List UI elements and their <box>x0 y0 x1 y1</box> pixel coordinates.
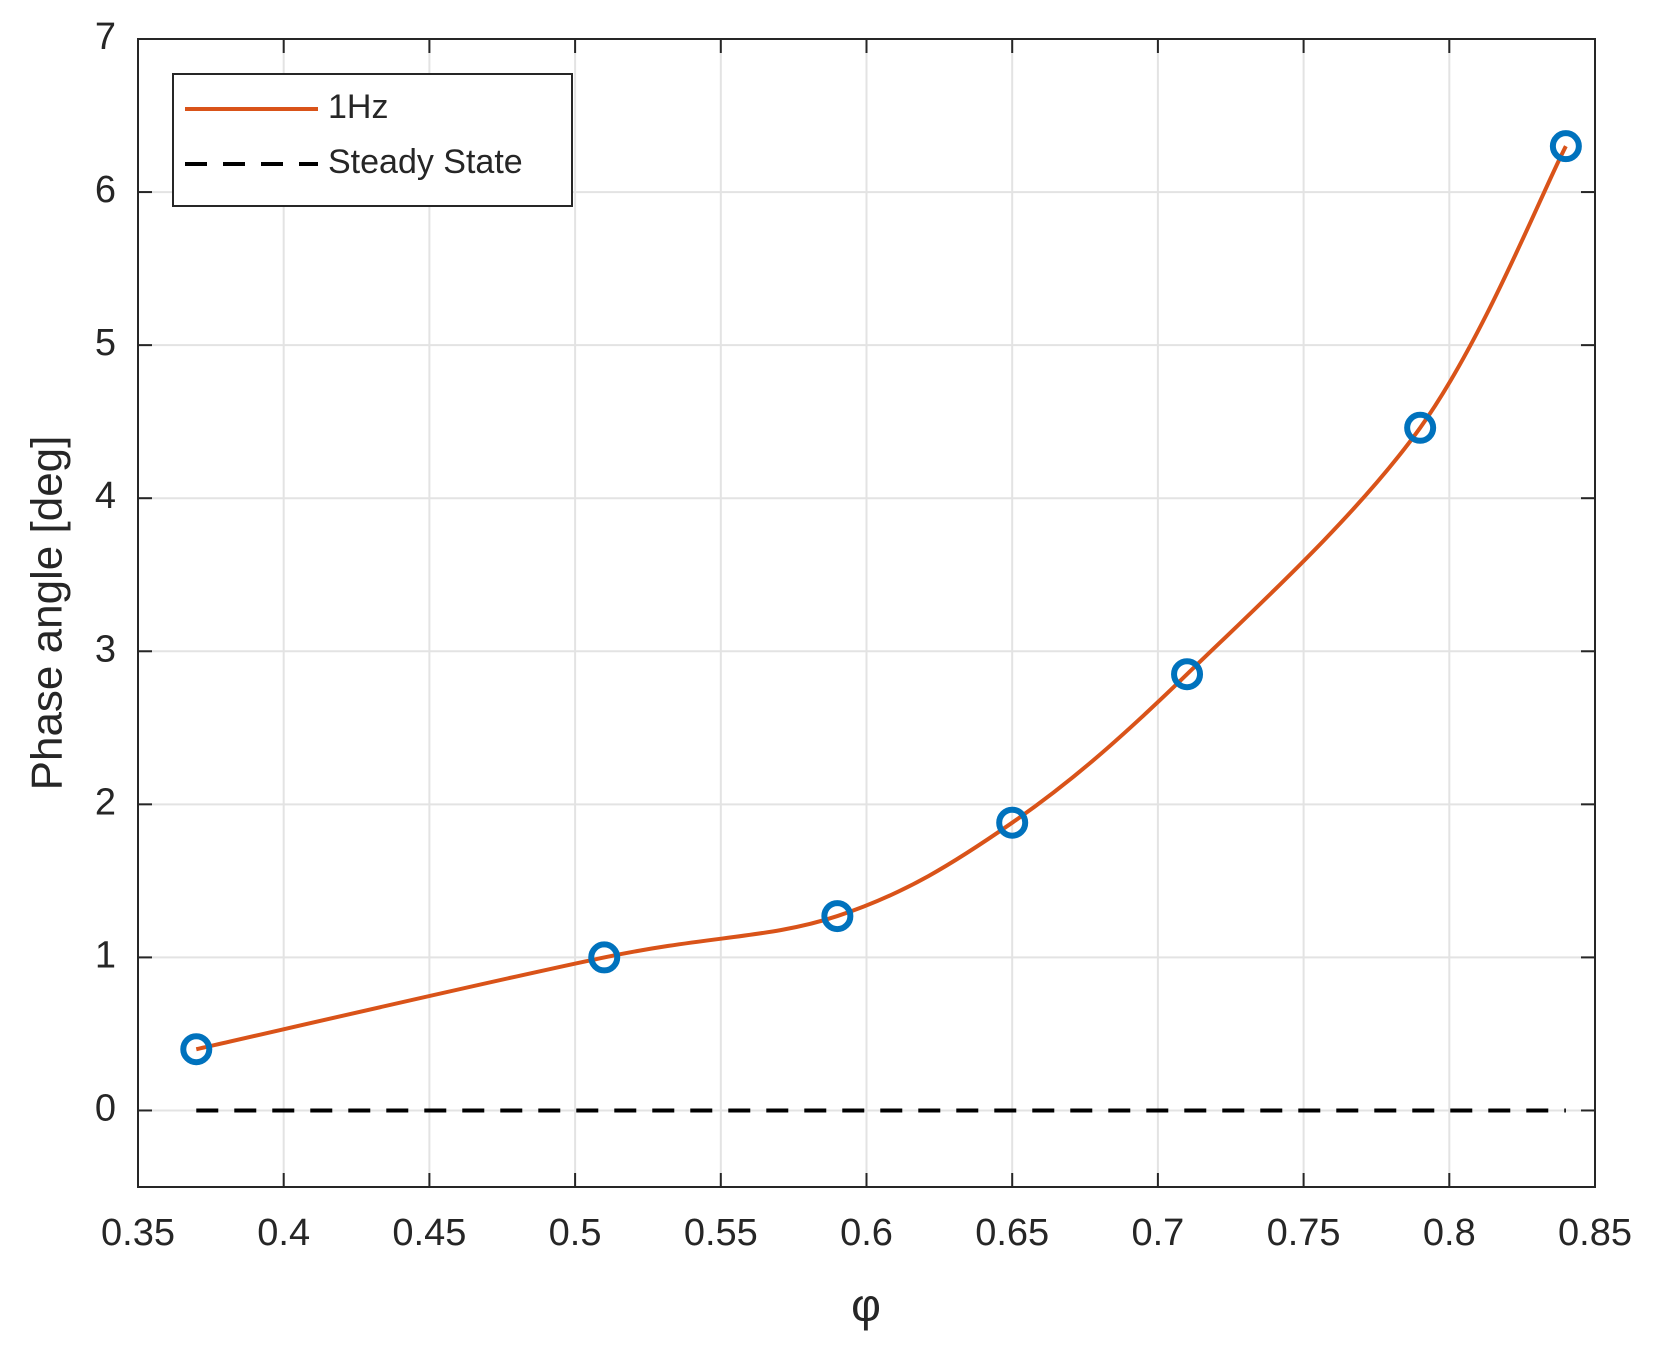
y-tick-label: 3 <box>95 628 116 670</box>
y-tick-label: 2 <box>95 781 116 823</box>
marker <box>1171 658 1204 691</box>
y-tick-label: 5 <box>95 322 116 364</box>
x-tick-label: 0.55 <box>684 1212 758 1254</box>
y-tick-label: 1 <box>95 934 116 976</box>
y-tick-label: 0 <box>95 1087 116 1129</box>
series-line <box>195 145 1568 1052</box>
x-axis-label: φ <box>851 1279 881 1331</box>
x-tick-label: 0.6 <box>840 1212 893 1254</box>
marker <box>1404 411 1437 444</box>
y-axis-label: Phase angle [deg] <box>23 436 72 791</box>
y-tick-label: 7 <box>95 16 116 58</box>
x-tick-label: 0.8 <box>1423 1212 1476 1254</box>
x-tick-label: 0.85 <box>1558 1212 1632 1254</box>
x-tick-label: 0.65 <box>975 1212 1049 1254</box>
y-tick-label: 6 <box>95 169 116 211</box>
x-tick-label: 0.45 <box>392 1212 466 1254</box>
marker <box>588 941 621 974</box>
y-tick-label: 4 <box>95 475 116 517</box>
marker <box>1549 130 1582 163</box>
x-tick-label: 0.5 <box>549 1212 602 1254</box>
marker <box>996 806 1029 839</box>
x-tick-label: 0.7 <box>1131 1212 1184 1254</box>
x-tick-label: 0.75 <box>1267 1212 1341 1254</box>
marker <box>821 900 854 933</box>
marker <box>180 1033 213 1066</box>
x-tick-label: 0.35 <box>101 1212 175 1254</box>
plot-frame <box>137 38 1596 1188</box>
legend-label: Steady State <box>328 143 523 181</box>
x-tick-label: 0.4 <box>257 1212 310 1254</box>
legend-box <box>172 73 573 207</box>
legend-label: 1Hz <box>328 88 388 126</box>
